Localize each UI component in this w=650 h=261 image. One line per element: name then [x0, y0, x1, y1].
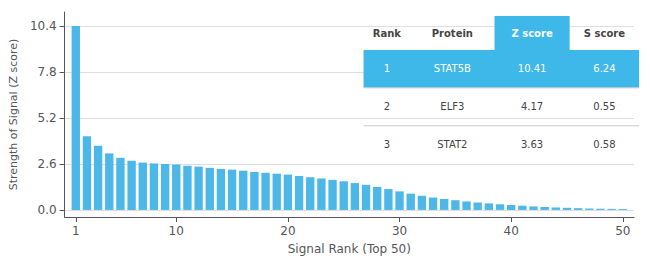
- svg-text:0.0: 0.0: [38, 203, 57, 217]
- svg-text:2.6: 2.6: [38, 157, 57, 171]
- svg-text:3.63: 3.63: [521, 139, 543, 150]
- svg-text:Signal Rank (Top 50): Signal Rank (Top 50): [288, 242, 411, 256]
- svg-text:30: 30: [392, 224, 407, 238]
- svg-text:3: 3: [384, 139, 390, 150]
- svg-text:50: 50: [615, 224, 630, 238]
- svg-text:4.17: 4.17: [521, 101, 543, 112]
- svg-text:0.55: 0.55: [593, 101, 615, 112]
- svg-text:STAT2: STAT2: [437, 139, 467, 150]
- svg-text:1: 1: [72, 224, 80, 238]
- svg-text:10.4: 10.4: [30, 19, 57, 33]
- svg-text:ELF3: ELF3: [440, 101, 464, 112]
- svg-text:2: 2: [384, 101, 390, 112]
- svg-text:10.41: 10.41: [518, 63, 547, 74]
- svg-text:10: 10: [169, 224, 184, 238]
- svg-text:6.24: 6.24: [593, 63, 615, 74]
- svg-text:S score: S score: [584, 28, 625, 39]
- svg-text:0.58: 0.58: [593, 139, 615, 150]
- svg-text:40: 40: [504, 224, 519, 238]
- svg-text:1: 1: [384, 63, 390, 74]
- svg-text:Rank: Rank: [373, 28, 402, 39]
- svg-text:Protein: Protein: [432, 28, 473, 39]
- svg-text:7.8: 7.8: [38, 65, 57, 79]
- svg-text:Strength of Signal (Z score): Strength of Signal (Z score): [7, 39, 20, 191]
- svg-text:STAT5B: STAT5B: [434, 63, 471, 74]
- svg-text:20: 20: [280, 224, 295, 238]
- svg-text:5.2: 5.2: [38, 111, 57, 125]
- svg-text:Z score: Z score: [511, 28, 552, 39]
